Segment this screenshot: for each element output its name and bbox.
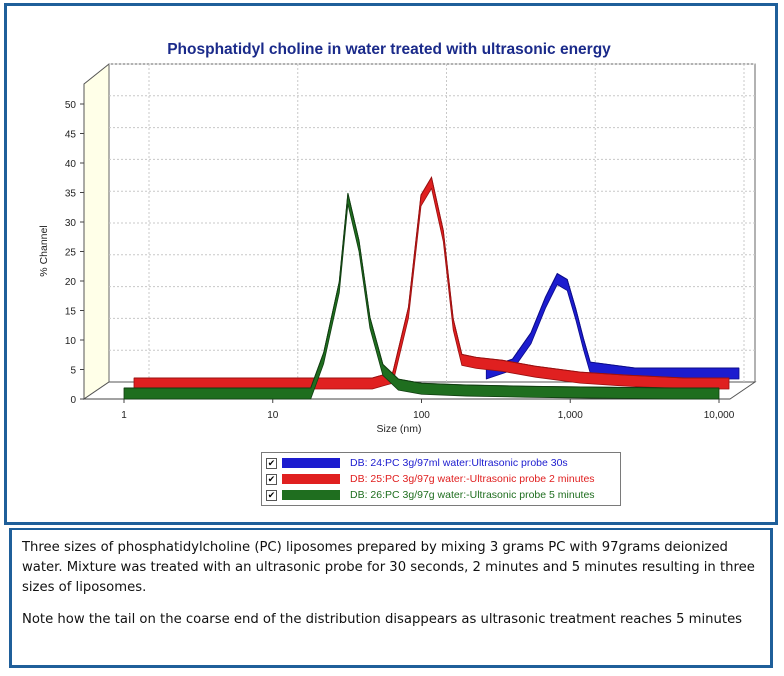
- legend-label: DB: 26:PC 3g/97g water:-Ultrasonic probe…: [350, 489, 595, 501]
- legend-label: DB: 24:PC 3g/97ml water:Ultrasonic probe…: [350, 457, 568, 469]
- chart-legend: ✔ DB: 24:PC 3g/97ml water:Ultrasonic pro…: [261, 452, 621, 506]
- legend-checkbox[interactable]: ✔: [266, 457, 277, 469]
- chart-title: Phosphatidyl choline in water treated wi…: [167, 41, 611, 58]
- y-tick-label: 45: [65, 130, 77, 141]
- y-tick-label: 10: [65, 336, 77, 347]
- x-tick-label: 100: [413, 410, 430, 421]
- series-ribbon-edge: [124, 193, 719, 389]
- legend-entry[interactable]: ✔ DB: 25:PC 3g/97g water:-Ultrasonic pro…: [266, 471, 616, 487]
- y-tick-label: 40: [65, 159, 77, 170]
- y-tick-label: 20: [65, 277, 77, 288]
- series-ribbon-edge: [486, 272, 739, 369]
- y-tick-label: 0: [70, 395, 76, 406]
- series-ribbon-edge: [134, 176, 729, 379]
- caption-paragraph: Three sizes of phosphatidylcholine (PC) …: [22, 540, 755, 595]
- y-tick-label: 30: [65, 218, 77, 229]
- back-wall: [108, 63, 756, 383]
- x-tick-label: 10: [267, 410, 279, 421]
- legend-checkbox[interactable]: ✔: [266, 473, 277, 485]
- caption-note: Note how the tail on the coarse end of t…: [22, 612, 743, 627]
- x-axis-label: Size (nm): [377, 423, 422, 435]
- y-tick-label: 5: [70, 366, 76, 377]
- y-tick-label: 15: [65, 307, 77, 318]
- x-tick-label: 1,000: [558, 410, 583, 421]
- legend-entry[interactable]: ✔ DB: 26:PC 3g/97g water:-Ultrasonic pro…: [266, 487, 616, 503]
- legend-checkbox[interactable]: ✔: [266, 489, 277, 501]
- y-tick-label: 25: [65, 248, 77, 259]
- ribbon-chart: Phosphatidyl choline in water treated wi…: [38, 41, 757, 435]
- y-tick-label: 50: [65, 100, 77, 111]
- chart-panel: Phosphatidyl choline in water treated wi…: [4, 3, 778, 525]
- x-tick-label: 10,000: [704, 410, 735, 421]
- caption-box: Three sizes of phosphatidylcholine (PC) …: [9, 528, 773, 668]
- left-wall: [83, 62, 110, 400]
- legend-swatch-green: [282, 490, 340, 500]
- legend-swatch-red: [282, 474, 340, 484]
- legend-entry[interactable]: ✔ DB: 24:PC 3g/97ml water:Ultrasonic pro…: [266, 455, 616, 471]
- y-axis-label: % Channel: [38, 225, 50, 276]
- x-tick-label: 1: [121, 410, 127, 421]
- legend-label: DB: 25:PC 3g/97g water:-Ultrasonic probe…: [350, 473, 595, 485]
- legend-swatch-blue: [282, 458, 340, 468]
- y-tick-label: 35: [65, 189, 77, 200]
